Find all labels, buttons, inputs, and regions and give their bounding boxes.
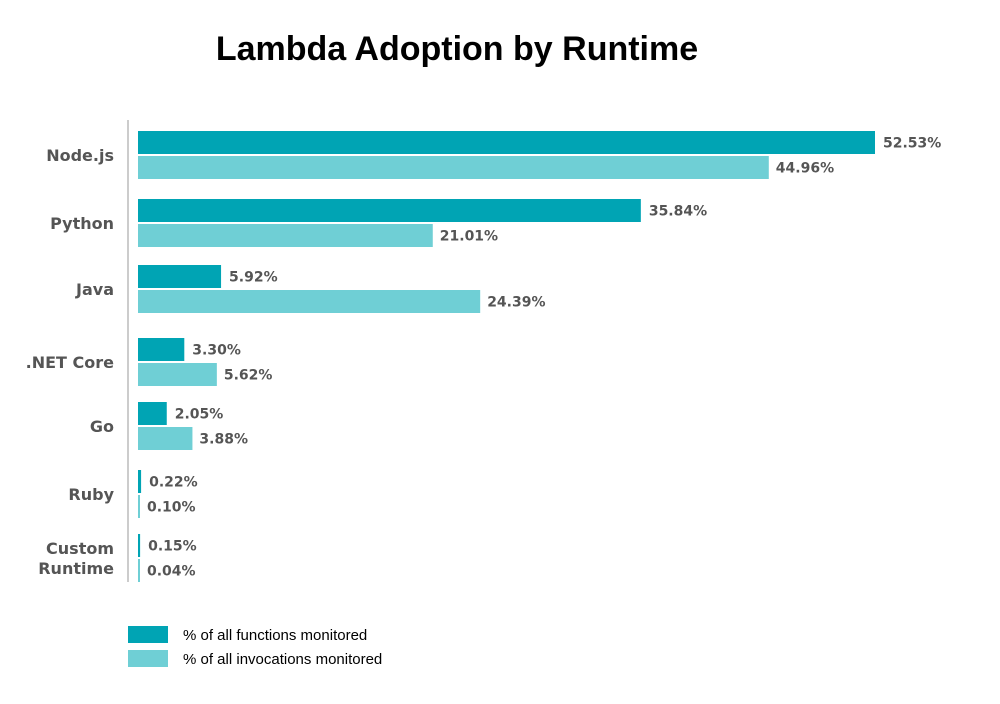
legend: % of all functions monitored % of all inv… bbox=[128, 626, 382, 668]
category-label-python: Python bbox=[50, 214, 114, 233]
bars-group: 52.53% 44.96% 35.84% 21.01% 5.92% 24.39% 3.30%… bbox=[138, 131, 941, 582]
bar-java-invocations bbox=[138, 290, 481, 313]
data-label-python-invocations: 21.01% bbox=[440, 229, 498, 245]
bar-ruby-functions bbox=[138, 470, 142, 493]
category-label-ruby: Ruby bbox=[68, 485, 114, 504]
bar-python-functions bbox=[138, 199, 641, 222]
data-label-java-functions: 5.92% bbox=[229, 270, 278, 286]
legend-swatch-functions bbox=[128, 626, 168, 643]
category-label-go: Go bbox=[90, 417, 114, 436]
legend-label-functions: % of all functions monitored bbox=[183, 627, 367, 644]
bar-ruby-invocations bbox=[138, 495, 140, 518]
bar-java-functions bbox=[138, 265, 222, 288]
legend-swatch-invocations bbox=[128, 650, 168, 667]
data-label-go-functions: 2.05% bbox=[175, 407, 224, 423]
bar-net-core-invocations bbox=[138, 363, 217, 386]
data-label-custom-runtime-functions: 0.15% bbox=[148, 539, 197, 555]
data-label-python-functions: 35.84% bbox=[649, 204, 707, 220]
bar-custom-runtime-functions bbox=[138, 534, 141, 557]
data-label-java-invocations: 24.39% bbox=[487, 295, 545, 311]
bar-node-js-invocations bbox=[138, 156, 769, 179]
data-label-ruby-invocations: 0.10% bbox=[147, 500, 196, 516]
data-label-ruby-functions: 0.22% bbox=[149, 475, 198, 491]
data-label-node-js-invocations: 44.96% bbox=[776, 161, 834, 177]
data-label-custom-runtime-invocations: 0.04% bbox=[147, 564, 196, 580]
bar-go-invocations bbox=[138, 427, 193, 450]
data-label-go-invocations: 3.88% bbox=[199, 432, 248, 448]
bar-go-functions bbox=[138, 402, 167, 425]
category-label-net-core: .NET Core bbox=[26, 353, 115, 372]
legend-label-invocations: % of all invocations monitored bbox=[183, 651, 382, 668]
category-label-java: Java bbox=[75, 280, 114, 299]
data-label-net-core-functions: 3.30% bbox=[192, 343, 241, 359]
bar-custom-runtime-invocations bbox=[138, 559, 140, 582]
bar-python-invocations bbox=[138, 224, 433, 247]
category-label-custom-runtime: Custom Runtime bbox=[38, 539, 114, 578]
category-labels: Node.js Python Java .NET Core Go Ruby Custom Ru… bbox=[26, 146, 115, 578]
data-label-net-core-invocations: 5.62% bbox=[224, 368, 273, 384]
bar-net-core-functions bbox=[138, 338, 185, 361]
data-label-node-js-functions: 52.53% bbox=[883, 136, 941, 152]
category-label-node-js: Node.js bbox=[46, 146, 114, 165]
bar-node-js-functions bbox=[138, 131, 875, 154]
chart-title: Lambda Adoption by Runtime bbox=[216, 30, 698, 68]
